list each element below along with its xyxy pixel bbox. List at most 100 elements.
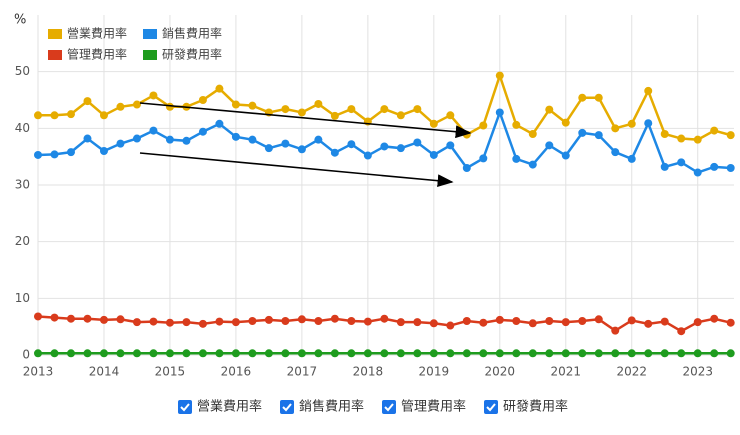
data-point <box>149 349 158 358</box>
data-point <box>627 119 636 128</box>
data-point <box>363 317 372 326</box>
checkbox[interactable] <box>280 400 294 414</box>
data-point <box>330 111 339 120</box>
data-point <box>34 312 42 321</box>
checkmark <box>282 403 292 412</box>
data-point <box>545 349 554 358</box>
legend-label[interactable]: 研發費用率 <box>503 399 568 415</box>
data-point <box>413 138 422 147</box>
legend-toggle[interactable]: 研發費用率 <box>484 399 568 415</box>
data-point <box>396 318 405 327</box>
checkmark <box>486 403 496 412</box>
data-point <box>479 318 488 327</box>
data-point <box>198 127 207 136</box>
data-point <box>149 126 158 135</box>
data-point <box>281 105 290 114</box>
data-point <box>231 318 240 327</box>
data-point <box>99 315 108 324</box>
data-point <box>578 128 587 137</box>
data-point <box>479 154 488 163</box>
data-point <box>462 349 471 358</box>
legend-label: 管理費用率 <box>67 47 127 62</box>
data-point <box>165 318 174 327</box>
x-tick-label: 2019 <box>419 365 450 379</box>
data-point <box>578 349 587 358</box>
legend-label[interactable]: 銷售費用率 <box>299 399 364 415</box>
data-point <box>281 139 290 148</box>
data-point <box>545 141 554 150</box>
data-point <box>413 349 422 358</box>
data-point <box>693 318 702 327</box>
data-point <box>281 349 290 358</box>
legend-toggle[interactable]: 銷售費用率 <box>280 399 364 415</box>
data-point <box>231 132 240 141</box>
y-tick-label: 40 <box>15 121 30 135</box>
data-point <box>594 349 603 358</box>
x-tick-label: 2017 <box>287 365 318 379</box>
data-point <box>132 349 141 358</box>
checkbox[interactable] <box>178 400 192 414</box>
legend-toggle[interactable]: 營業費用率 <box>178 399 262 415</box>
data-point <box>693 349 702 358</box>
data-point <box>462 164 471 172</box>
data-point <box>594 315 603 324</box>
data-point <box>726 131 735 140</box>
data-point <box>693 168 702 177</box>
legend-toggle[interactable]: 管理費用率 <box>382 399 466 415</box>
data-point <box>165 349 174 358</box>
x-tick-label: 2013 <box>23 365 54 379</box>
data-point <box>248 349 257 358</box>
data-point <box>50 150 59 159</box>
checkbox[interactable] <box>382 400 396 414</box>
checkbox[interactable] <box>484 400 498 414</box>
data-point <box>677 349 686 358</box>
data-point <box>644 86 653 95</box>
data-point <box>66 314 75 323</box>
data-point <box>297 108 306 117</box>
checkmark <box>384 403 394 412</box>
data-point <box>99 111 108 120</box>
annotation-arrow <box>139 102 472 139</box>
data-point <box>198 96 207 104</box>
data-point <box>314 99 323 108</box>
data-point <box>50 349 59 358</box>
legend-swatch <box>143 50 157 60</box>
data-point <box>429 150 438 159</box>
data-point <box>264 349 273 358</box>
data-point <box>660 317 669 326</box>
data-point <box>132 100 141 109</box>
data-point <box>512 154 521 163</box>
data-point <box>512 349 521 358</box>
data-point <box>479 349 488 358</box>
data-point <box>429 319 438 328</box>
legend-label[interactable]: 營業費用率 <box>197 399 262 415</box>
data-point <box>66 110 75 119</box>
data-point <box>165 102 174 111</box>
data-point <box>611 349 620 358</box>
data-point <box>660 130 669 138</box>
legend-label[interactable]: 管理費用率 <box>401 399 466 415</box>
data-point <box>413 318 422 327</box>
data-point <box>726 318 735 327</box>
data-point <box>116 102 125 111</box>
data-point <box>215 349 224 358</box>
data-point <box>660 349 669 358</box>
data-point <box>99 349 108 358</box>
data-point <box>545 105 554 114</box>
data-point <box>446 141 455 150</box>
data-point <box>561 118 570 127</box>
data-point <box>314 135 323 144</box>
data-point <box>413 105 422 114</box>
data-point <box>231 349 240 358</box>
legend-swatch <box>48 50 62 60</box>
data-point <box>347 105 356 114</box>
data-point <box>594 93 603 102</box>
data-point <box>495 108 504 117</box>
data-point <box>132 318 141 327</box>
legend-label: 銷售費用率 <box>162 26 222 41</box>
data-point <box>330 314 339 323</box>
data-point <box>83 314 92 323</box>
data-point <box>182 136 191 145</box>
data-point <box>627 349 636 358</box>
